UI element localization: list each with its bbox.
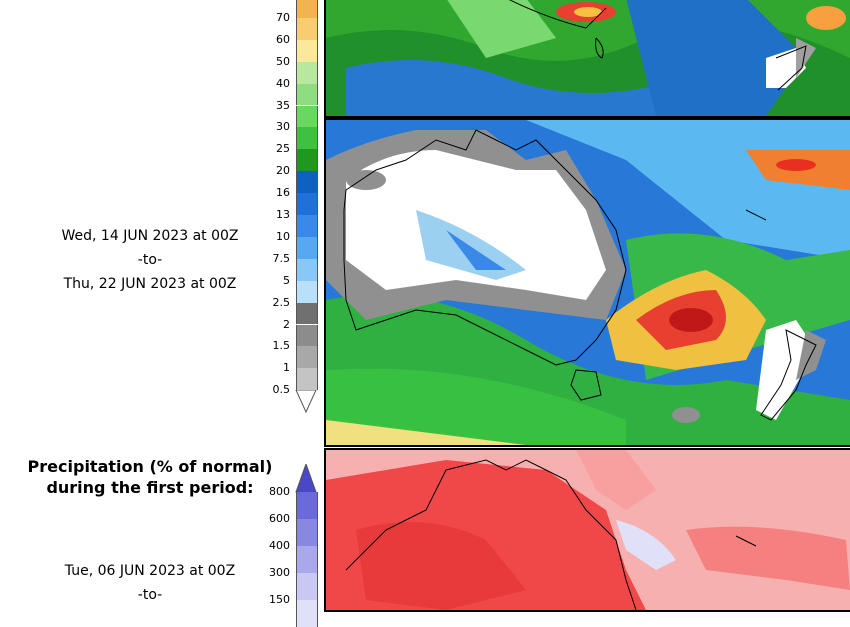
- precip-scale-tick-label: 2.5: [272, 295, 291, 309]
- percent-scale-tick-label: 400: [269, 539, 290, 552]
- percent-normal-title-line2: during the first period:: [46, 478, 254, 497]
- percent-scale-swatch: [296, 546, 318, 573]
- precip-map-panel-top: [324, 0, 850, 118]
- period1-dates: Wed, 14 JUN 2023 at 00Z -to- Thu, 22 JUN…: [20, 227, 280, 293]
- precip-scale-tick-label: 10: [276, 229, 290, 243]
- precip-scale-tick-label: 30: [276, 120, 290, 134]
- period1-to: -to-: [137, 252, 163, 268]
- precip-scale-swatch: [296, 171, 318, 194]
- precip-scale-swatch: [296, 0, 318, 18]
- precip-scale-swatch: [296, 83, 318, 106]
- precip-scale-swatch: [296, 127, 318, 150]
- period2-start-date: Tue, 06 JUN 2023 at 00Z: [64, 563, 236, 579]
- precip-scale-swatch: [296, 193, 318, 215]
- precip-scale-tick-label: 40: [276, 76, 290, 90]
- precip-scale-tick-label: 16: [276, 186, 290, 200]
- precip-map-top: [326, 0, 850, 116]
- precip-scale-tick-label: 70: [276, 10, 290, 24]
- percent-normal-map: [326, 450, 850, 610]
- percent-scale-swatch: [296, 573, 318, 600]
- percent-scale-tick-label: 300: [269, 566, 290, 579]
- precip-scale-tick-label: 2: [283, 317, 290, 331]
- precip-scale-tick-label: 25: [276, 142, 290, 156]
- precip-scale-tick-label: 35: [276, 98, 290, 112]
- precip-scale-tick-label: 0.5: [272, 383, 291, 397]
- precip-map: [326, 120, 850, 445]
- percent-scale-swatch: [296, 600, 318, 627]
- percent-scale-swatch: [296, 492, 318, 519]
- precip-scale-swatch: [296, 280, 318, 303]
- precip-scale-tick-label: 1.5: [272, 339, 291, 353]
- period1-end-date: Thu, 22 JUN 2023 at 00Z: [63, 276, 237, 292]
- precip-scale-tick-label: 50: [276, 54, 290, 68]
- precip-scale-swatch: [296, 17, 318, 40]
- precip-scale-tick-label: 5: [283, 273, 290, 287]
- percent-scale-swatch: [296, 519, 318, 546]
- precip-scale-arrow-icon: [295, 390, 317, 414]
- precip-scale-swatch: [296, 236, 318, 259]
- precip-scale-swatch: [296, 324, 318, 347]
- percent-normal-title-line1: Precipitation (% of normal): [27, 457, 273, 476]
- precip-scale-swatch: [296, 215, 318, 237]
- period2-to: -to-: [137, 587, 163, 603]
- percent-scale-tick-label: 800: [269, 485, 290, 498]
- precip-scale-tick-label: 60: [276, 32, 290, 46]
- percent-scale-tick-label: 600: [269, 512, 290, 525]
- precip-scale-tick-label: 80: [250, 0, 290, 2]
- precip-scale-swatch: [296, 258, 318, 281]
- precip-scale-swatch: [296, 39, 318, 62]
- precip-scale-tick-label: 20: [276, 164, 290, 178]
- period1-start-date: Wed, 14 JUN 2023 at 00Z: [61, 228, 239, 244]
- percent-normal-title: Precipitation (% of normal) during the f…: [0, 456, 300, 498]
- precip-scale-swatch: [296, 61, 318, 84]
- precip-scale-swatch: [296, 105, 318, 128]
- precip-scale-swatch: [296, 346, 318, 369]
- percent-normal-map-panel: [324, 448, 850, 612]
- precip-scale-swatch: [296, 302, 318, 325]
- precip-scale-swatch: [296, 149, 318, 172]
- precip-scale-swatch: [296, 368, 318, 391]
- precip-scale-tick-label: 1: [283, 361, 290, 375]
- precip-scale-tick-label: 13: [276, 208, 290, 221]
- precip-scale-tick-label: 7.5: [272, 251, 291, 265]
- precip-map-panel: [324, 118, 850, 447]
- period2-dates: Tue, 06 JUN 2023 at 00Z -to-: [20, 562, 280, 604]
